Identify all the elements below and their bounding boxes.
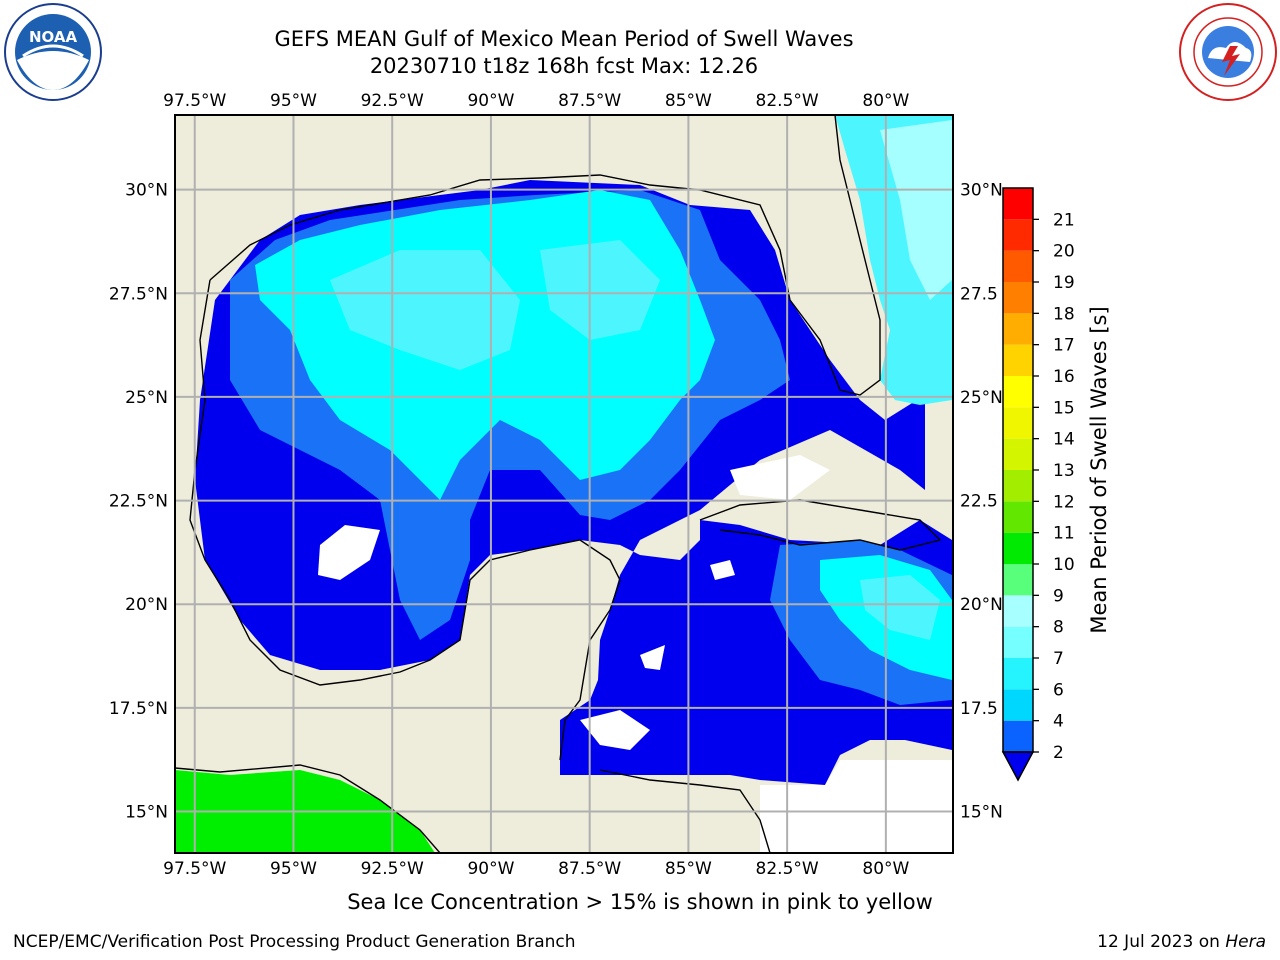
- lon-label-top: 95°W: [270, 91, 317, 111]
- lon-label-bottom: 82.5°W: [756, 859, 819, 879]
- lat-label-left: 20°N: [125, 595, 168, 615]
- colorbar-swatch: [1003, 282, 1033, 314]
- coast-mexico: [189, 279, 621, 761]
- lon-label-top: 80°W: [862, 91, 909, 111]
- lat-label-left: 22.5°N: [109, 492, 168, 512]
- blank-patch-c: [640, 645, 665, 670]
- map-frame: [174, 114, 954, 854]
- chart-subtitle: 20230710 t18z 168h fcst Max: 12.26: [369, 54, 759, 78]
- footer-credit: NCEP/EMC/Verification Post Processing Pr…: [13, 932, 576, 952]
- colorbar-tick-label: 21: [1053, 210, 1075, 230]
- lat-label-right: 27.5: [960, 284, 998, 304]
- colorbar-swatch: [1003, 376, 1033, 408]
- colorbar-swatch: [1003, 532, 1033, 564]
- blank-patch-d: [580, 710, 650, 750]
- lat-label-right: 30°N: [960, 181, 1003, 201]
- colorbar-swatch: [1003, 219, 1033, 251]
- colorbar-tick-label: 8: [1053, 618, 1064, 638]
- colorbar-label: Mean Period of Swell Waves [s]: [1087, 306, 1111, 633]
- lat-label-left: 25°N: [125, 388, 168, 408]
- colorbar-tick-label: 9: [1053, 586, 1064, 606]
- nws-logo-icon: [1179, 3, 1277, 101]
- lat-label-left: 17.5°N: [109, 699, 168, 719]
- colorbar-tick-label: 11: [1053, 524, 1075, 544]
- colorbar-swatch: [1003, 501, 1033, 533]
- caribbean-light: [860, 575, 940, 640]
- colorbar-tick-label: 6: [1053, 680, 1064, 700]
- colorbar-tick-label: 14: [1053, 430, 1075, 450]
- colorbar-tick-label: 15: [1053, 398, 1075, 418]
- blank-south-caribbean: [760, 760, 952, 853]
- lat-label-left: 15°N: [125, 803, 168, 823]
- colorbar-swatch: [1003, 407, 1033, 439]
- lon-label-top: 92.5°W: [361, 91, 424, 111]
- chart-title: GEFS MEAN Gulf of Mexico Mean Period of …: [274, 27, 854, 51]
- lon-label-bottom: 95°W: [270, 859, 317, 879]
- colorbar-swatch: [1003, 720, 1033, 752]
- colorbar-tick-label: 2: [1053, 743, 1064, 763]
- colorbar-tick-label: 10: [1053, 555, 1075, 575]
- coast-gulf-north: [209, 115, 881, 396]
- map-field-layer: [175, 115, 952, 853]
- colorbar-tick-label: 13: [1053, 461, 1075, 481]
- lat-label-right: 17.5: [960, 699, 998, 719]
- lat-label-right: 20°N: [960, 595, 1003, 615]
- lon-label-top: 97.5°W: [163, 91, 226, 111]
- lon-label-bottom: 90°W: [467, 859, 514, 879]
- footer-date-text: 12 Jul 2023 on: [1097, 932, 1226, 952]
- lat-label-right: 15°N: [960, 803, 1003, 823]
- lon-label-bottom: 85°W: [665, 859, 712, 879]
- colorbar-swatch: [1003, 658, 1033, 690]
- lat-label-left: 30°N: [125, 181, 168, 201]
- colorbar-swatch: [1003, 564, 1033, 596]
- lat-label-right: 22.5: [960, 492, 998, 512]
- colorbar-tick-label: 4: [1053, 712, 1064, 732]
- colorbar-swatch: [1003, 595, 1033, 627]
- blank-patch-b: [710, 560, 735, 580]
- gulf-water-light-a: [330, 250, 520, 370]
- colorbar-swatch: [1003, 250, 1033, 282]
- colorbar-swatch: [1003, 689, 1033, 721]
- lat-label-left: 27.5°N: [109, 284, 168, 304]
- colorbar-tick-label: 16: [1053, 367, 1075, 387]
- lon-label-bottom: 87.5°W: [558, 859, 621, 879]
- lon-label-top: 87.5°W: [558, 91, 621, 111]
- footer-date: 12 Jul 2023 on Hera: [1097, 932, 1266, 952]
- colorbar-swatch: [1003, 626, 1033, 658]
- lon-label-bottom: 97.5°W: [163, 859, 226, 879]
- coast-central-america: [599, 769, 771, 853]
- coast-pacific: [175, 764, 441, 853]
- atlantic-pale: [880, 120, 952, 300]
- lon-label-top: 90°W: [467, 91, 514, 111]
- colorbar-tick-label: 17: [1053, 336, 1075, 356]
- footer-host: Hera: [1225, 932, 1266, 952]
- colorbar-swatch: [1003, 188, 1033, 220]
- colorbar-tick-label: 12: [1053, 492, 1075, 512]
- lon-label-bottom: 92.5°W: [361, 859, 424, 879]
- sea-ice-note: Sea Ice Concentration > 15% is shown in …: [347, 890, 933, 914]
- colorbar-tick-label: 20: [1053, 242, 1075, 262]
- colorbar-swatch: [1003, 313, 1033, 345]
- lon-label-top: 85°W: [665, 91, 712, 111]
- lat-label-right: 25°N: [960, 388, 1003, 408]
- colorbar-swatch: [1003, 344, 1033, 376]
- svg-text:NOAA: NOAA: [29, 28, 78, 46]
- colorbar-extend: [1001, 751, 1035, 782]
- colorbar-tick-label: 19: [1053, 273, 1075, 293]
- colorbar-swatch: [1003, 470, 1033, 502]
- gulf-water-light-b: [540, 240, 660, 340]
- blank-patch-e: [730, 455, 830, 500]
- lon-label-bottom: 80°W: [862, 859, 909, 879]
- blank-patch-a: [318, 525, 380, 580]
- colorbar-tick-label: 18: [1053, 304, 1075, 324]
- noaa-logo-icon: NOAA: [4, 3, 102, 101]
- lon-label-top: 82.5°W: [756, 91, 819, 111]
- colorbar-swatch: [1003, 438, 1033, 470]
- colorbar-tick-label: 7: [1053, 649, 1064, 669]
